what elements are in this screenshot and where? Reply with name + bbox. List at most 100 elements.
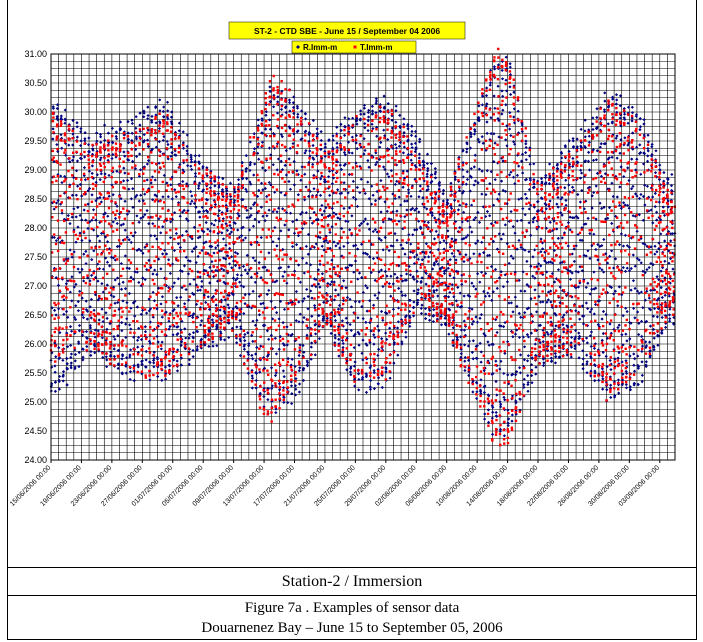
data-point — [141, 282, 144, 286]
data-point — [78, 187, 82, 190]
data-point — [109, 340, 112, 344]
data-point — [83, 155, 87, 159]
data-point — [208, 265, 212, 269]
data-point — [246, 304, 249, 307]
data-point — [229, 216, 233, 219]
data-point — [115, 204, 119, 208]
data-point — [162, 153, 166, 156]
data-point — [120, 274, 123, 278]
data-point — [243, 332, 247, 337]
data-point — [200, 205, 205, 210]
data-point — [60, 209, 64, 212]
data-point — [166, 184, 170, 187]
data-point — [206, 216, 209, 220]
data-point — [117, 348, 121, 352]
data-point — [71, 129, 74, 133]
data-point — [58, 267, 62, 270]
data-point — [107, 194, 111, 198]
data-point — [240, 239, 243, 242]
data-point — [143, 265, 147, 268]
data-point — [182, 161, 186, 165]
chart-background — [8, 0, 696, 566]
data-point — [235, 252, 240, 256]
data-point — [140, 348, 144, 351]
data-point — [159, 215, 162, 218]
data-point — [96, 267, 99, 271]
data-point — [116, 362, 121, 367]
data-point — [97, 318, 101, 322]
data-point — [141, 308, 145, 312]
data-point — [155, 198, 158, 201]
data-point — [63, 121, 67, 125]
data-point — [182, 187, 185, 191]
data-point — [188, 295, 191, 298]
data-point — [205, 187, 209, 191]
data-point — [227, 321, 231, 325]
data-point — [73, 346, 76, 350]
data-point — [152, 356, 156, 361]
data-point — [130, 141, 134, 145]
data-point — [116, 258, 119, 261]
data-point — [153, 259, 156, 263]
data-point — [253, 305, 257, 308]
data-point — [237, 190, 240, 193]
data-point — [242, 296, 245, 300]
data-point — [211, 294, 216, 299]
data-point — [212, 251, 216, 255]
data-point — [263, 306, 267, 310]
data-point — [135, 154, 139, 159]
data-point — [62, 258, 66, 261]
data-point — [127, 155, 130, 158]
data-point — [248, 168, 252, 173]
data-point — [252, 191, 255, 195]
data-point — [167, 258, 171, 262]
data-point — [70, 193, 75, 197]
data-point — [120, 329, 124, 333]
data-point — [161, 180, 164, 184]
data-point — [95, 168, 99, 171]
data-point — [66, 279, 70, 283]
data-point — [172, 316, 176, 320]
data-point — [81, 358, 85, 362]
data-point — [163, 283, 166, 287]
data-point — [156, 286, 161, 290]
data-point — [245, 271, 250, 276]
data-point — [177, 121, 182, 125]
data-point — [146, 126, 149, 130]
data-point — [180, 233, 185, 238]
data-point — [99, 193, 103, 196]
data-point — [111, 256, 116, 260]
data-point — [112, 295, 116, 299]
data-point — [231, 293, 235, 297]
data-point — [77, 329, 81, 333]
data-point — [214, 292, 218, 295]
data-point — [260, 118, 264, 123]
data-point — [186, 209, 190, 213]
data-point — [239, 307, 243, 311]
data-point — [73, 365, 77, 369]
data-point — [138, 128, 142, 131]
data-point — [123, 199, 127, 203]
data-point — [113, 309, 117, 313]
data-point — [112, 268, 115, 271]
data-point — [168, 324, 172, 329]
data-point — [245, 189, 249, 194]
data-point — [219, 305, 223, 309]
data-point — [210, 296, 214, 300]
data-point — [160, 295, 165, 299]
data-point — [127, 151, 130, 155]
data-point — [228, 232, 232, 236]
data-point — [200, 227, 204, 231]
data-point — [111, 230, 115, 233]
data-point — [199, 345, 203, 348]
data-point — [205, 183, 209, 186]
data-point — [237, 204, 240, 207]
data-point — [51, 137, 55, 141]
data-point — [196, 230, 200, 233]
data-point — [58, 289, 61, 292]
data-point — [203, 331, 207, 334]
data-point — [161, 109, 166, 114]
data-point — [161, 138, 165, 143]
data-point — [99, 151, 102, 154]
data-point — [214, 309, 218, 313]
